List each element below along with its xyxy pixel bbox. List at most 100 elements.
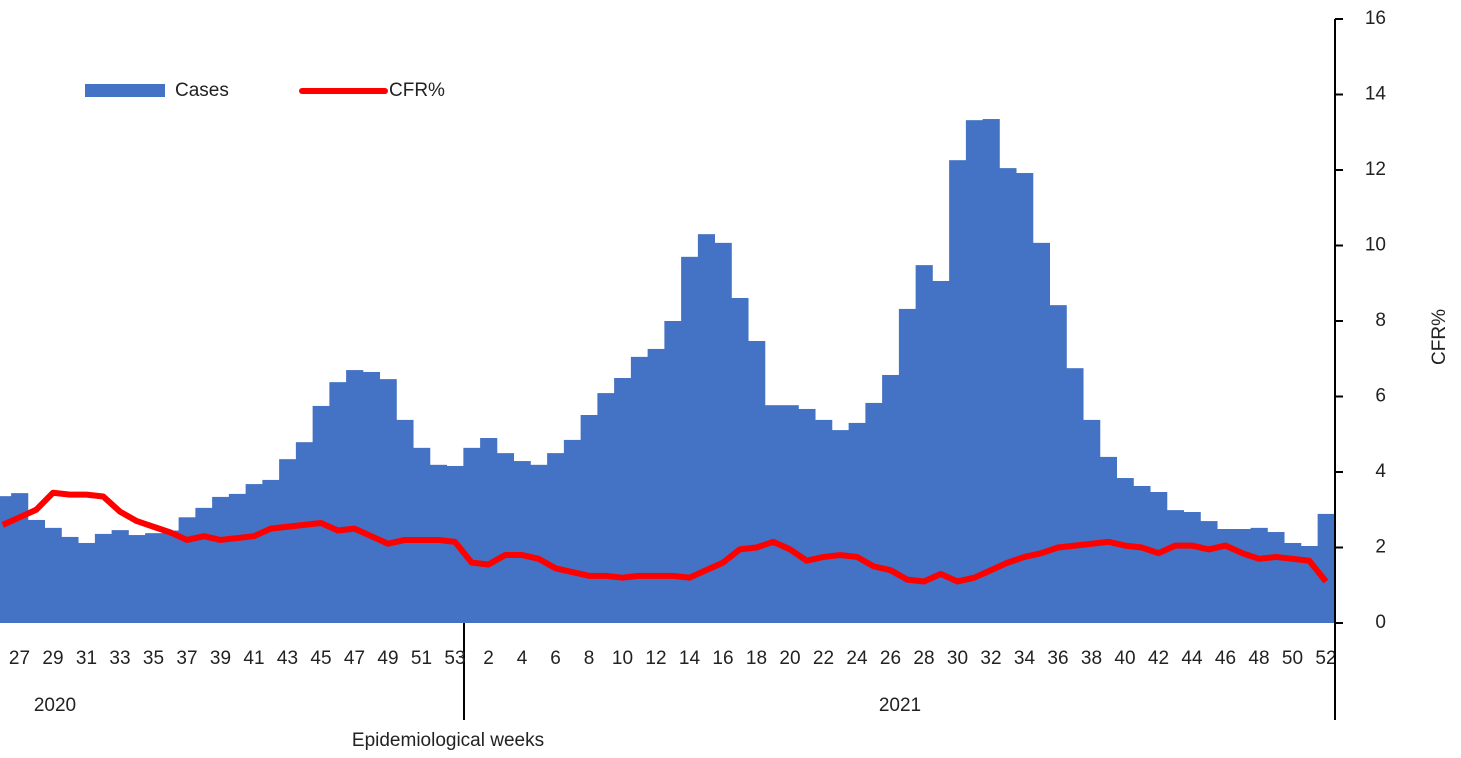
x-tick-label: 4 [517, 648, 528, 669]
x-tick-label: 24 [846, 648, 868, 669]
x-tick-label: 39 [210, 648, 231, 669]
x-tick-label: 27 [9, 648, 30, 669]
bar [312, 405, 330, 623]
x-tick-label: 50 [1282, 648, 1303, 669]
bar [362, 371, 381, 623]
bar [580, 414, 598, 623]
bar [61, 536, 79, 623]
bar [681, 256, 699, 623]
bar [949, 160, 967, 623]
x-tick-label: 42 [1148, 648, 1169, 669]
x-tick-label: 40 [1114, 648, 1135, 669]
x-tick-label: 45 [310, 648, 331, 669]
bar [1217, 529, 1235, 623]
legend-label: Cases [175, 80, 229, 101]
x-tick-label: 34 [1014, 648, 1036, 669]
bar [1183, 512, 1201, 623]
bar [379, 379, 397, 623]
y-tick-label: 0 [1375, 612, 1386, 633]
bar [0, 496, 12, 623]
x-tick-label: 37 [176, 648, 197, 669]
x-tick-label: 47 [344, 648, 365, 669]
bar [714, 242, 732, 624]
bar [1083, 419, 1101, 623]
y-axis-label: CFR% [1429, 309, 1450, 365]
bar [815, 419, 833, 623]
bar [161, 530, 180, 623]
x-tick-label: 46 [1215, 648, 1236, 669]
bar [346, 370, 364, 623]
bar [1233, 529, 1252, 623]
bar [195, 507, 213, 623]
bar [764, 405, 783, 623]
bar [647, 348, 665, 623]
bar [614, 378, 632, 623]
year-label: 2021 [879, 695, 921, 716]
bar [78, 542, 96, 623]
bar [1116, 478, 1134, 623]
bar [1049, 305, 1067, 623]
bar [396, 419, 414, 623]
line [1, 489, 1329, 585]
bar [413, 447, 431, 623]
bar [664, 321, 682, 623]
x-tick-label: 22 [813, 648, 834, 669]
x-tick-label: 52 [1315, 648, 1336, 669]
x-tick-label: 8 [584, 648, 595, 669]
bar [848, 422, 866, 623]
bar [982, 119, 1000, 623]
bar [11, 493, 29, 623]
bar [329, 382, 347, 623]
bar [1166, 510, 1185, 623]
y-tick-label: 6 [1375, 386, 1386, 407]
x-tick-label: 35 [143, 648, 164, 669]
bar [1267, 532, 1285, 623]
x-tick-label: 20 [779, 648, 800, 669]
bar [128, 535, 146, 623]
y-tick-label: 4 [1375, 461, 1386, 482]
bar [597, 393, 615, 623]
bar [279, 459, 297, 623]
x-tick-label: 53 [444, 648, 465, 669]
y-tick-label: 14 [1365, 84, 1387, 105]
y-tick-label: 12 [1365, 159, 1386, 180]
year-label: 2020 [34, 695, 76, 716]
bar [530, 464, 548, 623]
bar [563, 439, 582, 623]
bar [781, 405, 799, 623]
bar [111, 530, 129, 623]
x-tick-label: 6 [550, 648, 561, 669]
bar [178, 517, 196, 623]
bar [480, 438, 498, 623]
bar [513, 461, 531, 623]
x-tick-label: 28 [913, 648, 934, 669]
bar [1284, 542, 1302, 623]
bar [463, 447, 481, 623]
bar [748, 341, 766, 623]
bar [898, 308, 917, 623]
x-tick-label: 14 [679, 648, 701, 669]
y-tick-label: 8 [1375, 310, 1386, 331]
bar [697, 234, 716, 624]
x-tick-label: 33 [109, 648, 130, 669]
legend-swatch [85, 84, 165, 97]
bar [27, 519, 46, 623]
x-tick-label: 29 [42, 648, 63, 669]
bar [1133, 485, 1151, 623]
bar [865, 402, 883, 623]
bar [44, 527, 62, 623]
bar [1016, 173, 1034, 623]
bar [496, 453, 515, 623]
x-tick-label: 31 [76, 648, 97, 669]
x-axis-label: Epidemiological weeks [352, 730, 544, 751]
bar [965, 120, 984, 624]
x-tick-label: 26 [880, 648, 901, 669]
x-tick-label: 43 [277, 648, 298, 669]
x-tick-label: 10 [612, 648, 633, 669]
x-tick-label: 41 [243, 648, 264, 669]
x-tick-label: 30 [947, 648, 968, 669]
x-tick-label: 36 [1047, 648, 1068, 669]
bar [145, 533, 163, 623]
bar [228, 493, 247, 623]
